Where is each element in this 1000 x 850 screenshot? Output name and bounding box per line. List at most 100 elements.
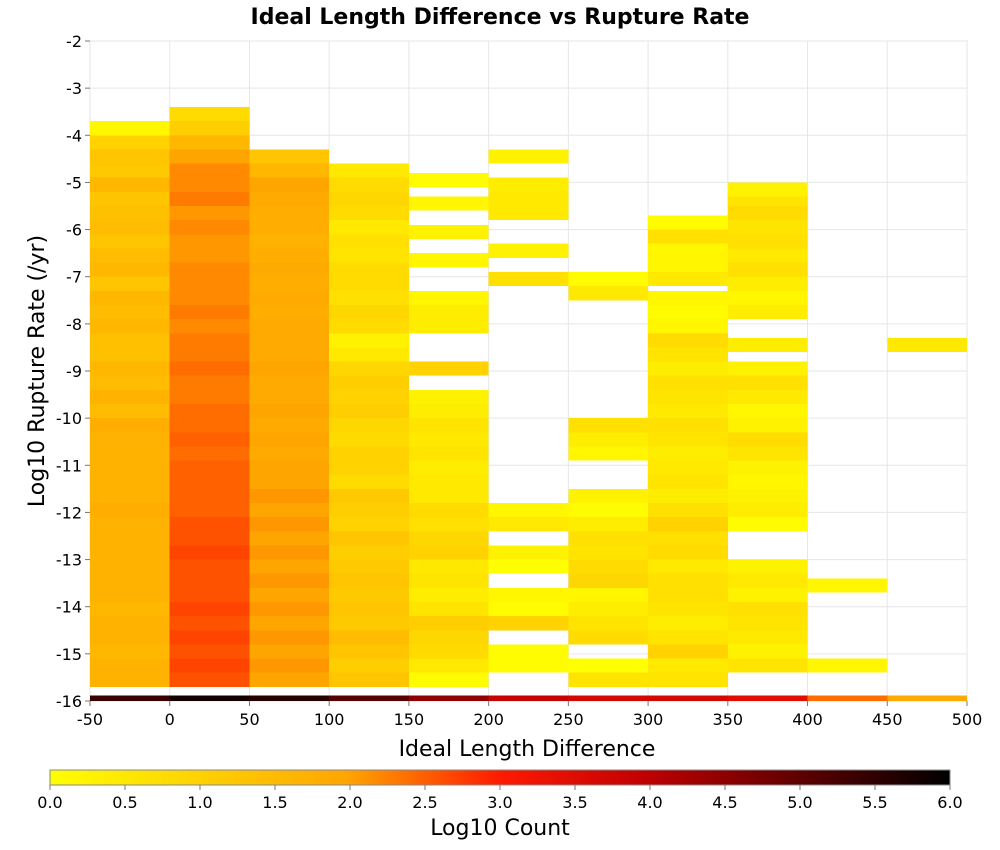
heatmap-cell	[169, 220, 250, 235]
heatmap-cell	[249, 658, 330, 673]
x-tick-label: 200	[473, 710, 504, 729]
heatmap-cell	[329, 644, 409, 659]
heatmap-cell	[90, 545, 170, 560]
heatmap-cell	[727, 182, 808, 197]
heatmap-cell	[727, 488, 808, 503]
heatmap-cell	[648, 290, 728, 305]
heatmap-cell	[727, 418, 808, 433]
heatmap-cell	[169, 333, 250, 348]
heatmap-cell	[648, 630, 728, 645]
heatmap-cell	[90, 163, 170, 178]
heatmap-cell	[329, 531, 409, 546]
colorbar-tick-label: 0.5	[112, 793, 137, 812]
y-tick-label: -16	[56, 692, 82, 711]
heatmap-cell	[648, 418, 728, 433]
heatmap-cell	[249, 432, 330, 447]
heatmap-cell	[648, 361, 728, 376]
heatmap-cell	[648, 517, 728, 532]
heatmap-cell	[648, 229, 728, 244]
heatmap-cell	[648, 559, 728, 574]
heatmap-cell	[408, 644, 489, 659]
heatmap-cell	[648, 672, 728, 687]
heatmap-cell	[90, 347, 170, 362]
heatmap-cell	[329, 262, 409, 277]
heatmap-cell	[727, 276, 808, 291]
heatmap-cell	[169, 290, 250, 305]
colorbar-tick-label: 1.5	[262, 793, 287, 812]
heatmap-cell	[727, 234, 808, 249]
heatmap-cell	[807, 578, 888, 593]
colorbar-tick-label: 6.0	[937, 793, 962, 812]
heatmap-cell	[408, 616, 489, 631]
heatmap-cell	[329, 587, 409, 602]
heatmap-cell	[249, 347, 330, 362]
heatmap-cell	[408, 672, 489, 687]
heatmap-cell	[408, 460, 489, 475]
heatmap-cell	[169, 177, 250, 192]
heatmap-cell	[169, 488, 250, 503]
heatmap-cell	[90, 305, 170, 320]
heatmap-cell	[568, 517, 649, 532]
heatmap-cell	[648, 333, 728, 348]
heatmap-cell	[648, 319, 728, 334]
heatmap-cell	[568, 418, 649, 433]
heatmap-cell	[249, 517, 330, 532]
heatmap-cell	[488, 644, 569, 659]
heatmap-cell	[329, 375, 409, 390]
heatmap-cell	[488, 191, 569, 206]
heatmap-cell	[169, 658, 250, 673]
heatmap-cell	[408, 517, 489, 532]
x-tick-label: 450	[872, 710, 903, 729]
heatmap-cell	[249, 545, 330, 560]
heatmap-cell	[488, 243, 569, 258]
heatmap-cell	[169, 375, 250, 390]
heatmap-cell	[329, 305, 409, 320]
x-axis-label: Ideal Length Difference	[399, 737, 656, 762]
heatmap-cell	[249, 503, 330, 518]
heatmap-cell	[568, 531, 649, 546]
heatmap-cell	[568, 488, 649, 503]
heatmap-cell	[488, 503, 569, 518]
heatmap-cell	[648, 644, 728, 659]
heatmap-cell	[408, 658, 489, 673]
heatmap-cell	[408, 474, 489, 489]
heatmap-cell	[727, 262, 808, 277]
heatmap-cell	[249, 248, 330, 263]
heatmap-cell	[169, 559, 250, 574]
heatmap-cell	[648, 474, 728, 489]
heatmap-cell	[169, 248, 250, 263]
heatmap-cell	[249, 559, 330, 574]
x-tick-label: 0	[165, 710, 175, 729]
heatmap-cell	[408, 418, 489, 433]
heatmap-cell	[169, 107, 250, 122]
colorbar-tick-label: 2.5	[412, 793, 437, 812]
heatmap-cell	[488, 602, 569, 617]
heatmap-cell	[90, 333, 170, 348]
heatmap-cell	[807, 695, 888, 701]
heatmap-cell	[727, 658, 808, 673]
heatmap-cell	[90, 149, 170, 164]
heatmap-cell	[329, 220, 409, 235]
heatmap-cell	[648, 695, 728, 701]
heatmap-cell	[329, 290, 409, 305]
heatmap-cell	[169, 135, 250, 150]
y-tick-label: -11	[56, 456, 82, 475]
heatmap-cell	[249, 404, 330, 419]
heatmap-cell	[90, 503, 170, 518]
heatmap-cell	[169, 503, 250, 518]
heatmap-cell	[648, 573, 728, 588]
heatmap-cell	[408, 173, 489, 188]
colorbar-tick-label: 4.5	[712, 793, 737, 812]
heatmap-cell	[408, 361, 489, 376]
heatmap-cell	[488, 587, 569, 602]
colorbar-tick-label: 2.0	[337, 793, 362, 812]
heatmap-cell	[249, 319, 330, 334]
heatmap-cell	[249, 488, 330, 503]
y-tick-label: -8	[66, 315, 82, 334]
heatmap-cell	[568, 630, 649, 645]
y-tick-label: -6	[66, 221, 82, 240]
heatmap-cell	[488, 517, 569, 532]
heatmap-cell	[90, 559, 170, 574]
heatmap-cell	[727, 517, 808, 532]
heatmap-cell	[169, 262, 250, 277]
